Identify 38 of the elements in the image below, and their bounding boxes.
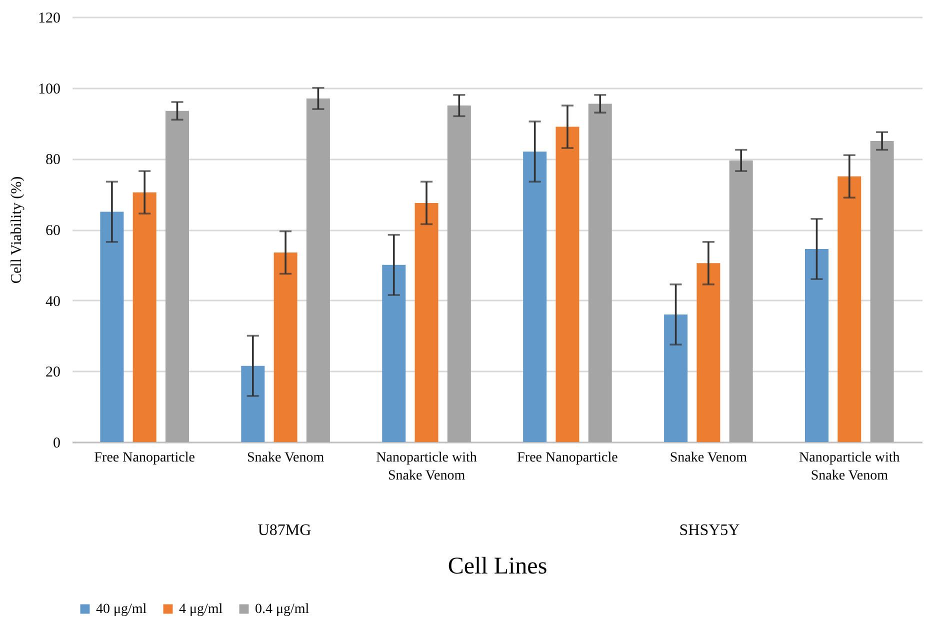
- text: U87MG: [258, 522, 312, 539]
- bar: [100, 212, 124, 442]
- bar: [523, 152, 547, 442]
- bar: [274, 252, 298, 442]
- x-axis-title: Cell Lines: [448, 554, 548, 580]
- bar: [588, 104, 612, 442]
- x-tick-label: Free Nanoparticle: [94, 450, 195, 466]
- x-tick-label: Snake Venom: [670, 450, 748, 466]
- y-tick-label: 80: [46, 152, 60, 168]
- bar: [556, 126, 580, 442]
- y-axis-title: Cell Viability (%): [9, 176, 25, 284]
- bar: [241, 366, 265, 442]
- x-tick-label: Snake Venom: [246, 450, 324, 466]
- x-tick-label: Free Nanoparticle: [517, 450, 618, 466]
- y-tick-label: 120: [38, 10, 60, 26]
- bar: [132, 192, 156, 442]
- bar: [447, 106, 471, 442]
- bar: [729, 160, 753, 442]
- y-tick-label: 0: [53, 436, 60, 452]
- x-tick-label: Nanoparticle with Snake Venom: [376, 450, 477, 484]
- bar: [870, 140, 894, 442]
- y-tick-label: 60: [46, 223, 60, 239]
- bar: [165, 110, 189, 442]
- bar: [838, 176, 862, 442]
- bar: [414, 202, 438, 442]
- bar: [306, 98, 330, 442]
- bar: [664, 314, 688, 442]
- bar: [805, 248, 829, 442]
- bar: [382, 264, 406, 442]
- bar: [696, 263, 720, 442]
- y-tick-label: 40: [46, 294, 60, 310]
- legend-label: 0.4 μg/ml: [255, 602, 310, 617]
- legend-label: 4 μg/ml: [179, 602, 223, 617]
- y-tick-label: 100: [38, 81, 60, 98]
- x-tick-label: Nanoparticle with Snake Venom: [799, 450, 900, 484]
- y-tick-label: 20: [46, 364, 60, 381]
- text: SHSY5Y: [679, 522, 740, 539]
- legend-label: 40 μg/ml: [96, 602, 147, 617]
